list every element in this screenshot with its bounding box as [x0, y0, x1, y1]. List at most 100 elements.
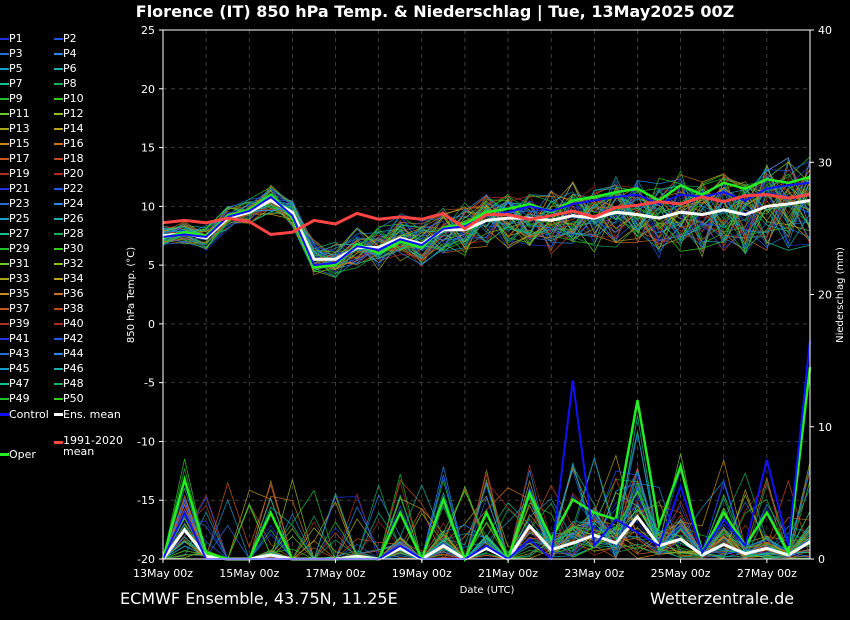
y-tick-label: 0 [148, 318, 155, 331]
x-axis-label: Date (UTC) [460, 585, 515, 596]
ensemble-member-line [162, 178, 811, 264]
legend-label: P22 [63, 182, 84, 195]
legend-swatch [54, 128, 63, 130]
highlight-series [161, 175, 812, 563]
legend-label: P35 [9, 287, 30, 300]
legend-label: P36 [63, 287, 84, 300]
legend-label: P16 [63, 137, 84, 150]
x-tick-label: 17May 00z [306, 567, 366, 580]
legend-swatch [0, 98, 9, 100]
legend-swatch [0, 353, 9, 355]
legend-swatch [54, 353, 63, 355]
legend-swatch [0, 453, 9, 456]
legend-label: Oper [9, 448, 36, 461]
legend-label: P37 [9, 302, 30, 315]
legend-label: P28 [63, 227, 84, 240]
y2-tick-label: 30 [818, 156, 832, 169]
legend-swatch [54, 338, 63, 340]
legend-swatch [54, 293, 63, 295]
footer-site: Wetterzentrale.de [650, 589, 795, 608]
legend-swatch [0, 53, 9, 55]
ensemble-member-line [162, 169, 811, 265]
legend-label: P8 [63, 77, 77, 90]
legend-label: P1 [9, 32, 23, 45]
ensemble-member-line [162, 187, 811, 269]
legend-swatch [0, 188, 9, 190]
legend-label: P33 [9, 272, 30, 285]
legend-label: P27 [9, 227, 30, 240]
legend-swatch [0, 248, 9, 250]
x-tick-label: 21May 00z [478, 567, 538, 580]
legend-swatch [0, 398, 9, 400]
y2-tick-label: 20 [818, 289, 832, 302]
legend-swatch [54, 368, 63, 370]
legend: P1 P2 P3 P4 P5 P6 P7 P8 P9 P10 P11 P12 P13 P14 P15 P16 P… [0, 31, 130, 471]
legend-label: P30 [63, 242, 84, 255]
legend-swatch [54, 233, 63, 235]
y-tick-label: -15 [137, 494, 155, 507]
legend-label: P39 [9, 317, 30, 330]
legend-swatch [54, 113, 63, 115]
legend-label: P47 [9, 377, 30, 390]
ensemble-member-line [162, 173, 811, 260]
ensemble-member-line [162, 185, 811, 272]
legend-swatch [0, 113, 9, 115]
legend-swatch [0, 128, 9, 130]
x-tick-label: 25May 00z [651, 567, 711, 580]
footer-model-info: ECMWF Ensemble, 43.75N, 11.25E [120, 589, 398, 608]
x-tick-label: 15May 00z [219, 567, 279, 580]
legend-swatch [54, 278, 63, 280]
legend-swatch [54, 68, 63, 70]
legend-label: P7 [9, 77, 23, 90]
legend-swatch [54, 248, 63, 250]
legend-swatch [54, 83, 63, 85]
y-axis-label: 850 hPa Temp. (°C) [126, 247, 137, 343]
legend-label: P31 [9, 257, 30, 270]
legend-swatch [0, 83, 9, 85]
legend-label: P11 [9, 107, 30, 120]
chart-title: Florence (IT) 850 hPa Temp. & Niederschl… [135, 2, 735, 21]
legend-swatch [0, 158, 9, 160]
y-tick-label: 5 [148, 259, 155, 272]
x-tick-label: 27May 00z [737, 567, 797, 580]
legend-label: P15 [9, 137, 30, 150]
legend-swatch [54, 218, 63, 220]
legend-label: P49 [9, 392, 30, 405]
legend-swatch [0, 338, 9, 340]
legend-swatch [54, 398, 63, 400]
legend-swatch [0, 293, 9, 295]
legend-swatch [54, 188, 63, 190]
legend-label: P50 [63, 392, 84, 405]
legend-swatch [54, 441, 63, 444]
legend-swatch [0, 143, 9, 145]
legend-label: P13 [9, 122, 30, 135]
legend-label: 1991-2020 mean [63, 434, 123, 458]
series-line-oper [162, 175, 811, 269]
legend-label: P42 [63, 332, 84, 345]
y-tick-label: 25 [141, 24, 155, 37]
legend-swatch [0, 278, 9, 280]
ensemble-member-line [162, 181, 811, 270]
y-tick-label: -10 [137, 435, 155, 448]
legend-swatch [54, 143, 63, 145]
y2-tick-label: 0 [818, 553, 825, 566]
legend-label: P45 [9, 362, 30, 375]
ensemble-member-line [162, 177, 811, 264]
legend-swatch [54, 383, 63, 385]
legend-label: P43 [9, 347, 30, 360]
axes: -20 -15 -10 -5 0 5 10 15 20 25 0 10 20 30 40 13May 00z 1… [133, 24, 832, 580]
legend-label: P46 [63, 362, 84, 375]
legend-swatch [54, 263, 63, 265]
legend-label: P6 [63, 62, 77, 75]
y2-axis-label: Niederschlag (mm) [835, 247, 846, 343]
legend-swatch [0, 233, 9, 235]
legend-swatch [54, 203, 63, 205]
y-tick-label: -5 [144, 377, 155, 390]
legend-label: P5 [9, 62, 23, 75]
legend-swatch [54, 98, 63, 100]
legend-label: P40 [63, 317, 84, 330]
legend-label: P19 [9, 167, 30, 180]
ensemble-member-line [162, 178, 811, 273]
legend-swatch [0, 218, 9, 220]
